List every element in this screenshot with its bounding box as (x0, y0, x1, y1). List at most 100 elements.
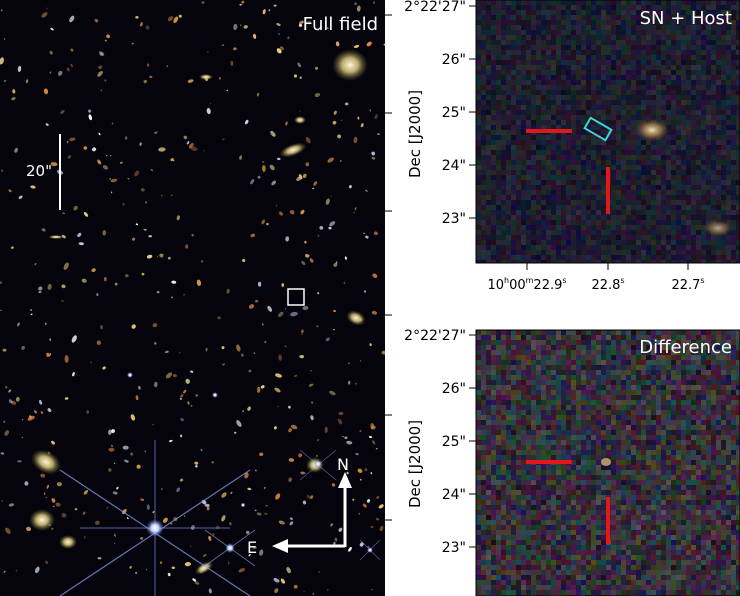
noise-pixel (666, 430, 671, 435)
noise-pixel (666, 210, 671, 215)
noise-pixel (681, 130, 686, 135)
noise-pixel (606, 425, 611, 430)
noise-pixel (531, 65, 536, 70)
noise-pixel (511, 75, 516, 80)
noise-pixel (606, 250, 611, 255)
noise-pixel (591, 125, 596, 130)
noise-pixel (701, 115, 706, 120)
noise-pixel (526, 110, 531, 115)
noise-pixel (506, 100, 511, 105)
noise-pixel (636, 175, 641, 180)
noise-pixel (501, 430, 506, 435)
noise-pixel (666, 375, 671, 380)
noise-pixel (476, 450, 481, 455)
noise-pixel (726, 90, 731, 95)
noise-pixel (711, 455, 716, 460)
noise-pixel (531, 110, 536, 115)
noise-pixel (631, 10, 636, 15)
noise-pixel (631, 140, 636, 145)
noise-pixel (731, 235, 736, 240)
noise-pixel (656, 230, 661, 235)
noise-pixel (731, 55, 736, 60)
noise-pixel (591, 400, 596, 405)
noise-pixel (541, 340, 546, 345)
noise-pixel (591, 380, 596, 385)
noise-pixel (681, 185, 686, 190)
faint-source (81, 278, 87, 283)
faint-source (211, 461, 214, 464)
noise-pixel (496, 365, 501, 370)
noise-pixel (576, 420, 581, 425)
star-with-spikes (299, 449, 337, 481)
noise-pixel (596, 125, 601, 130)
noise-pixel (656, 95, 661, 100)
noise-pixel (491, 430, 496, 435)
noise-pixel (551, 40, 556, 45)
noise-pixel (496, 65, 501, 70)
faint-source (298, 23, 303, 27)
faint-source (143, 228, 147, 231)
noise-pixel (691, 465, 696, 470)
noise-pixel (561, 195, 566, 200)
noise-pixel (511, 460, 516, 465)
noise-pixel (516, 245, 521, 250)
noise-pixel (631, 120, 636, 125)
noise-pixel (696, 35, 701, 40)
noise-pixel (646, 235, 651, 240)
noise-pixel (656, 75, 661, 80)
faint-source (305, 162, 310, 167)
noise-pixel (541, 360, 546, 365)
noise-pixel (616, 195, 621, 200)
noise-pixel (661, 175, 666, 180)
noise-pixel (716, 380, 721, 385)
noise-pixel (716, 395, 721, 400)
noise-pixel (586, 190, 591, 195)
noise-pixel (691, 235, 696, 240)
faint-source (348, 185, 352, 189)
noise-pixel (606, 235, 611, 240)
faint-source (183, 135, 188, 140)
faint-source (83, 146, 88, 150)
noise-pixel (586, 340, 591, 345)
noise-pixel (491, 110, 496, 115)
noise-pixel (476, 335, 481, 340)
noise-pixel (666, 165, 671, 170)
noise-pixel (501, 380, 506, 385)
noise-pixel (671, 5, 676, 10)
noise-pixel (561, 0, 566, 5)
noise-pixel (651, 190, 656, 195)
noise-pixel (721, 345, 726, 350)
noise-pixel (511, 100, 516, 105)
noise-pixel (676, 225, 681, 230)
noise-pixel (621, 160, 626, 165)
faint-source (97, 70, 103, 77)
noise-pixel (596, 185, 601, 190)
noise-pixel (656, 250, 661, 255)
noise-pixel (506, 465, 511, 470)
noise-pixel (606, 355, 611, 360)
noise-pixel (511, 170, 516, 175)
noise-pixel (656, 185, 661, 190)
noise-pixel (571, 105, 576, 110)
faint-source (221, 138, 225, 141)
faint-source (335, 41, 340, 47)
noise-pixel (511, 185, 516, 190)
noise-pixel (651, 20, 656, 25)
noise-pixel (511, 335, 516, 340)
noise-pixel (611, 250, 616, 255)
faint-source (46, 484, 49, 489)
noise-pixel (621, 135, 626, 140)
noise-pixel (591, 415, 596, 420)
noise-pixel (556, 165, 561, 170)
noise-pixel (476, 50, 481, 55)
noise-pixel (561, 45, 566, 50)
noise-pixel (656, 195, 661, 200)
noise-pixel (486, 430, 491, 435)
noise-pixel (636, 25, 641, 30)
noise-pixel (556, 175, 561, 180)
faint-source (300, 354, 304, 358)
noise-pixel (736, 110, 740, 115)
noise-pixel (611, 460, 616, 465)
noise-pixel (706, 80, 711, 85)
noise-pixel (711, 5, 716, 10)
